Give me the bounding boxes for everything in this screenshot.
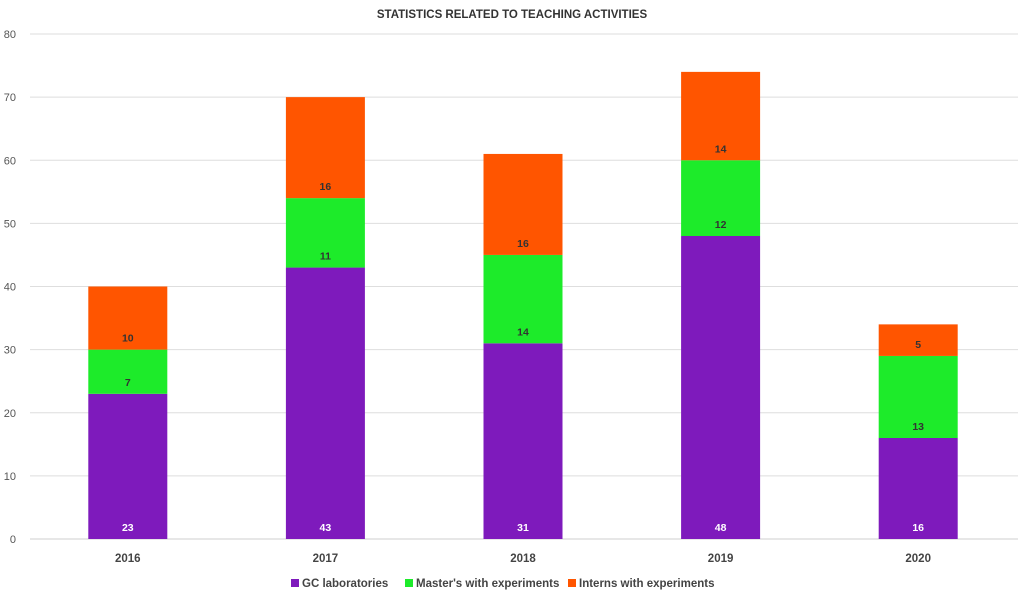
y-tick-label: 80 xyxy=(4,29,16,41)
data-label: 11 xyxy=(320,251,331,263)
bar-segment xyxy=(681,160,761,236)
bar-segment xyxy=(483,153,563,255)
y-tick-label: 50 xyxy=(4,218,16,230)
legend-label: GC laboratories xyxy=(302,578,388,590)
x-tick-label: 2017 xyxy=(313,553,339,565)
data-label: 43 xyxy=(320,522,332,534)
data-label: 16 xyxy=(320,181,332,193)
data-label: 23 xyxy=(122,522,134,534)
chart-title: STATISTICS RELATED TO TEACHING ACTIVITIE… xyxy=(377,9,648,21)
legend-item: Master's with experiments xyxy=(405,578,559,590)
y-tick-label: 70 xyxy=(4,92,16,104)
data-label: 48 xyxy=(715,522,727,534)
bar-segment xyxy=(88,393,168,539)
bar-segment xyxy=(285,267,365,539)
data-label: 31 xyxy=(517,522,529,534)
y-tick-label: 40 xyxy=(4,282,16,294)
data-label: 10 xyxy=(122,333,134,345)
y-tick-label: 0 xyxy=(10,534,16,546)
data-label: 5 xyxy=(915,339,921,351)
bar-segment xyxy=(878,324,958,356)
x-tick-label: 2019 xyxy=(708,553,734,565)
bar-segment xyxy=(285,198,365,268)
data-label: 13 xyxy=(912,421,924,433)
data-label: 16 xyxy=(912,522,924,534)
bar-segment xyxy=(88,286,168,350)
bar-segment xyxy=(878,438,958,539)
legend-swatch xyxy=(291,579,299,587)
bar-segment xyxy=(878,355,958,438)
bar-segment xyxy=(483,254,563,344)
data-label: 14 xyxy=(715,143,727,155)
y-tick-label: 30 xyxy=(4,345,16,357)
legend-label: Interns with experiments xyxy=(579,578,714,590)
legend-swatch xyxy=(568,579,576,587)
y-tick-label: 20 xyxy=(4,408,16,420)
bar-segment xyxy=(681,236,761,539)
bar-segment xyxy=(483,343,563,539)
data-label: 16 xyxy=(517,238,529,250)
bar-segment xyxy=(88,349,168,394)
data-label: 14 xyxy=(517,326,529,338)
y-tick-label: 10 xyxy=(4,471,16,483)
legend-swatch xyxy=(405,579,413,587)
y-tick-label: 60 xyxy=(4,155,16,167)
data-label: 12 xyxy=(715,219,727,231)
legend-item: Interns with experiments xyxy=(568,578,714,590)
legend-item: GC laboratories xyxy=(291,578,388,590)
x-tick-label: 2020 xyxy=(905,553,931,565)
x-tick-label: 2018 xyxy=(510,553,536,565)
bar-segment xyxy=(285,97,365,199)
x-tick-label: 2016 xyxy=(115,553,141,565)
bar-segment xyxy=(681,71,761,161)
legend-label: Master's with experiments xyxy=(416,578,559,590)
data-label: 7 xyxy=(125,377,131,389)
